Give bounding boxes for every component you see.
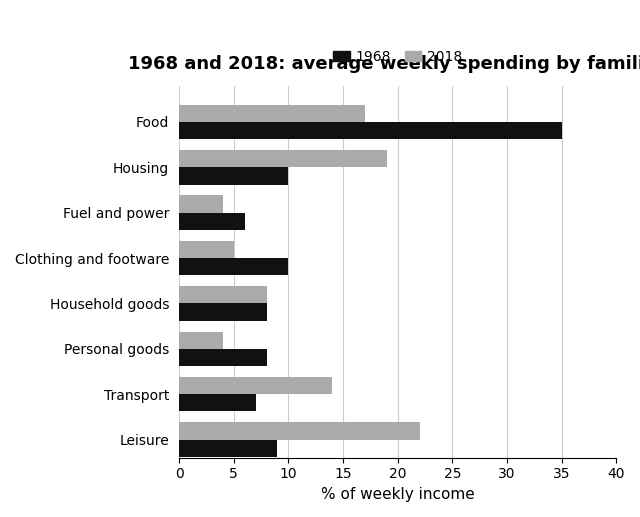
Bar [179, 394, 255, 412]
Bar [179, 422, 420, 439]
Bar [179, 258, 289, 276]
Bar [179, 241, 234, 258]
Bar [179, 122, 562, 139]
X-axis label: % of weekly income: % of weekly income [321, 487, 474, 502]
Bar [179, 195, 223, 212]
Legend: 1968, 2018: 1968, 2018 [328, 44, 468, 69]
Bar [179, 331, 223, 349]
Bar [179, 303, 266, 321]
Bar [179, 286, 266, 303]
Bar [179, 105, 365, 122]
Bar [179, 377, 332, 394]
Bar [179, 168, 289, 185]
Bar [179, 212, 244, 230]
Title: 1968 and 2018: average weekly spending by families: 1968 and 2018: average weekly spending b… [128, 55, 640, 73]
Bar [179, 439, 278, 457]
Bar [179, 349, 266, 366]
Bar [179, 150, 387, 168]
